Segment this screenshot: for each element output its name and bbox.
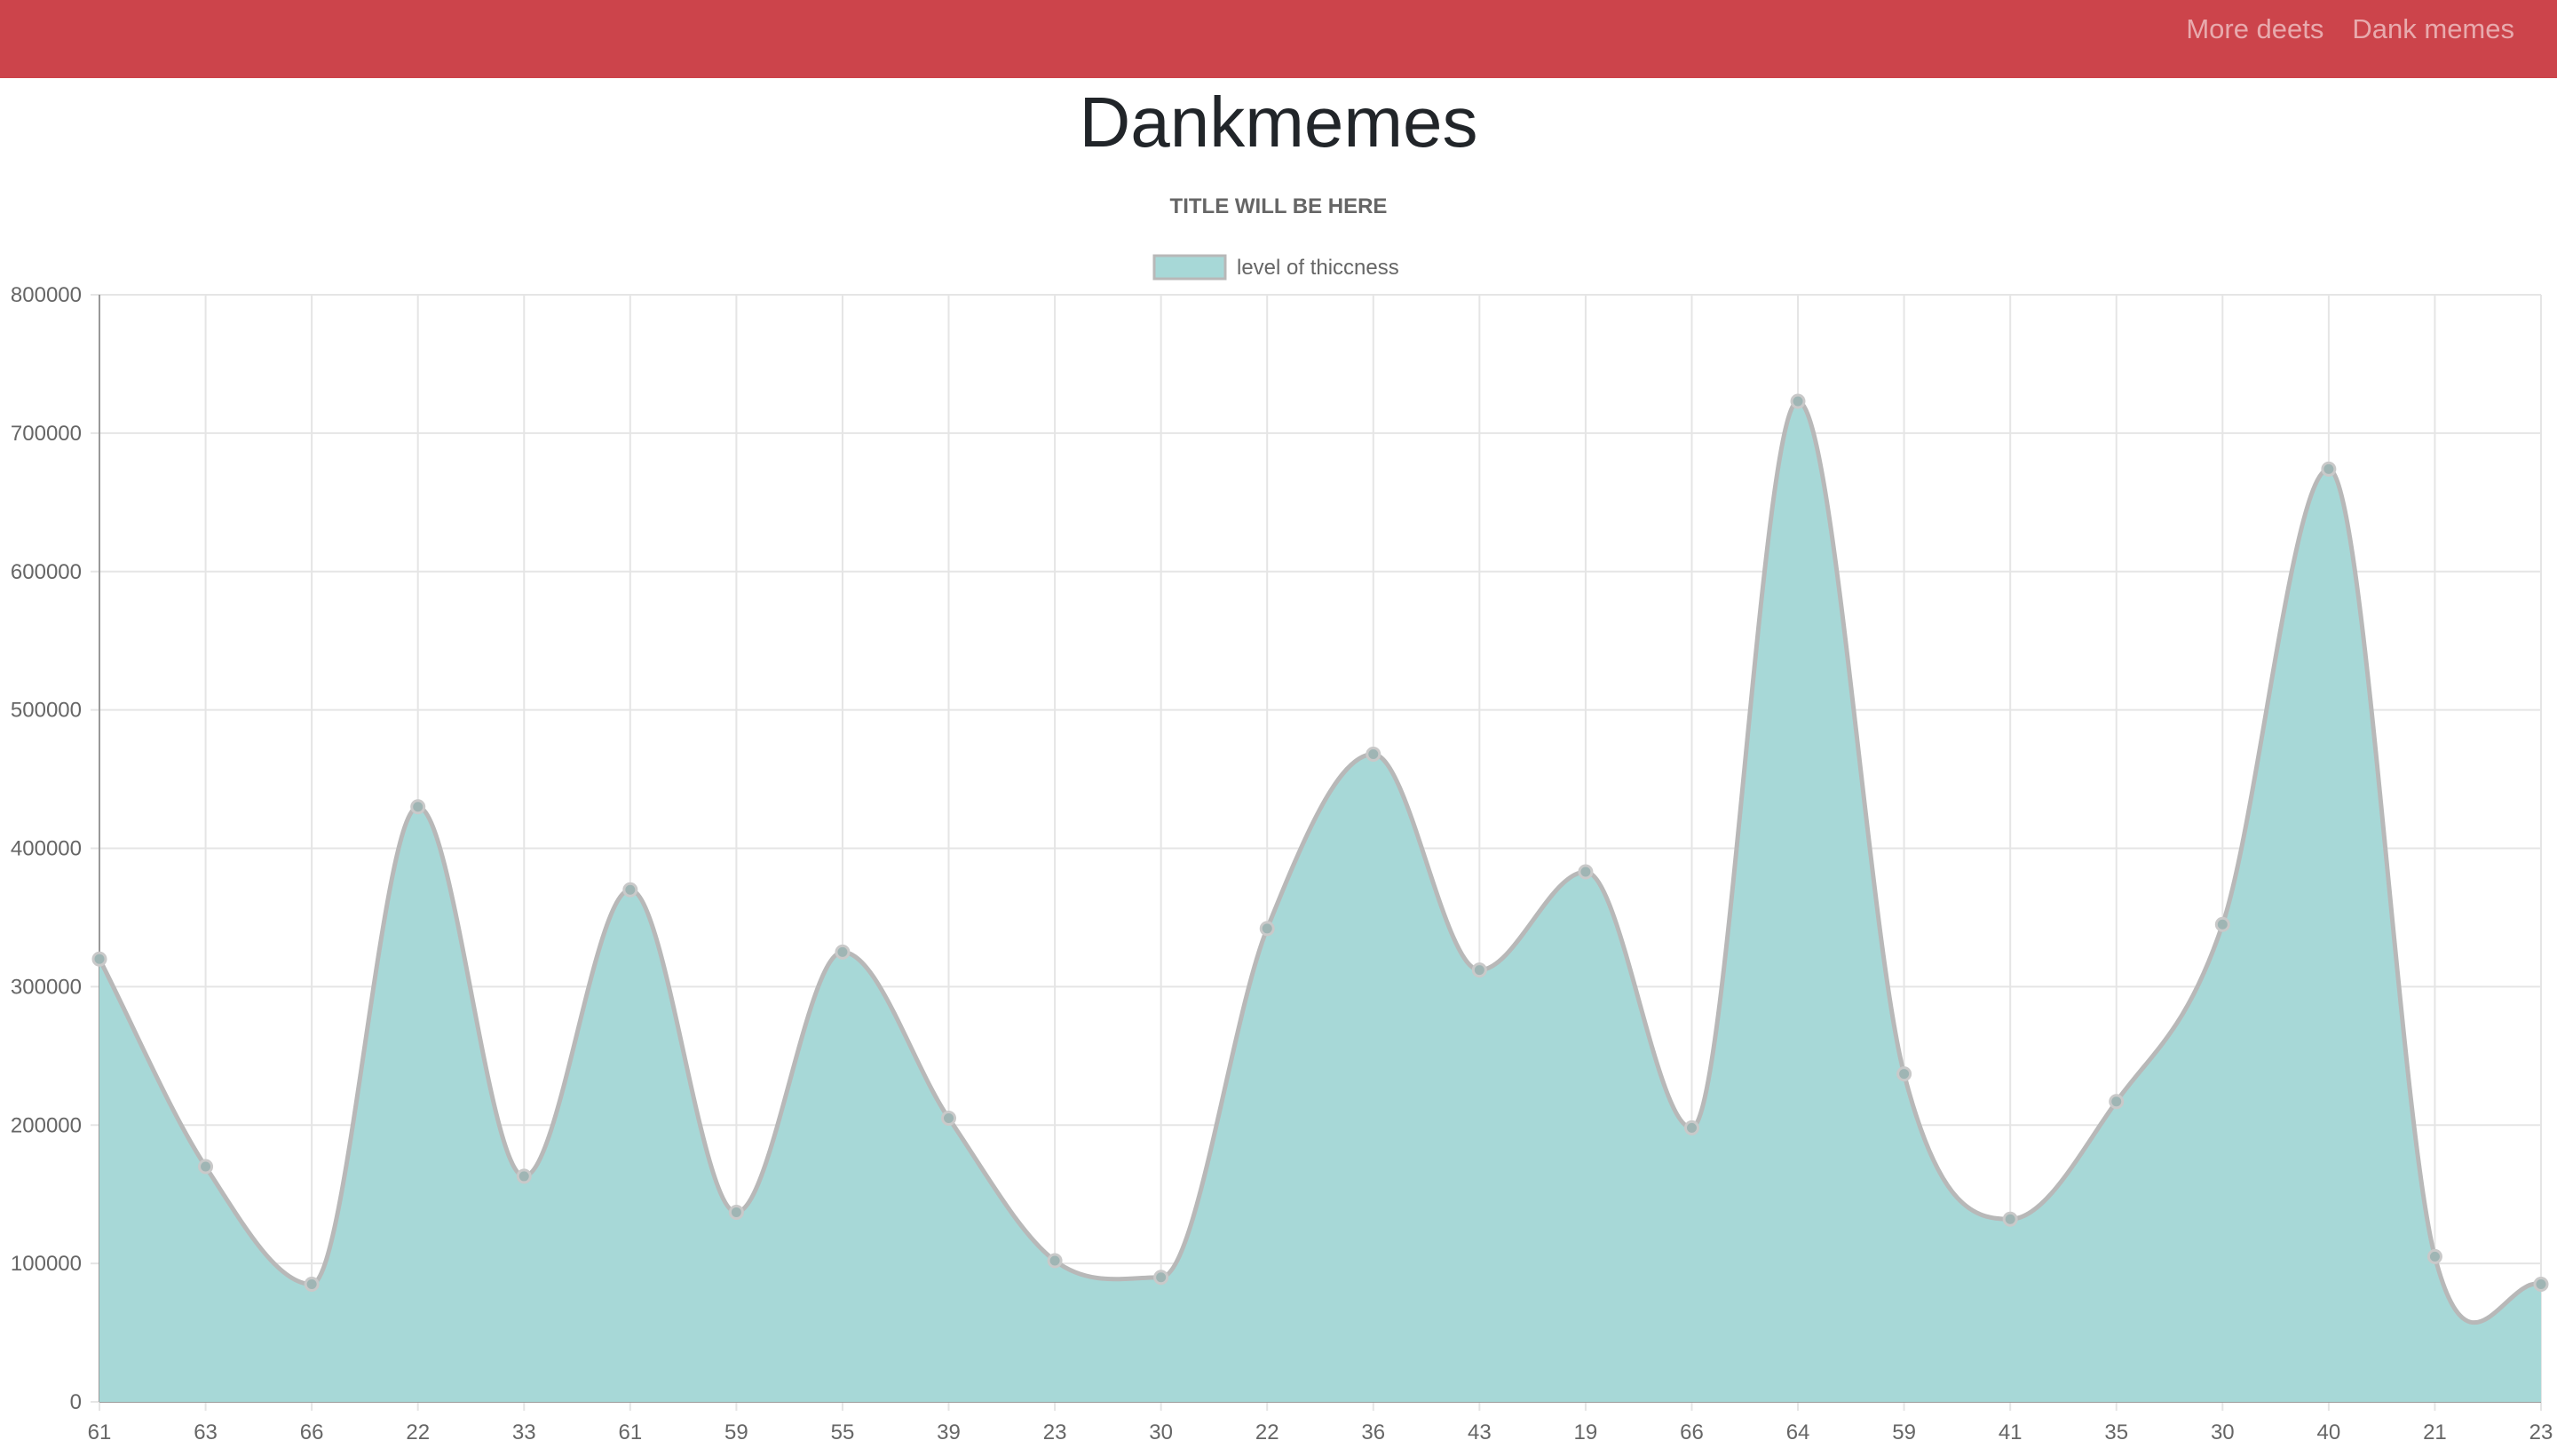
x-tick-label: 59 — [724, 1420, 748, 1444]
x-tick-label: 22 — [1255, 1420, 1279, 1444]
x-tick-label: 61 — [88, 1420, 112, 1444]
y-tick-label: 100000 — [11, 1252, 82, 1276]
x-tick-label: 33 — [512, 1420, 536, 1444]
data-point[interactable] — [1153, 1270, 1169, 1286]
data-point[interactable] — [622, 882, 638, 898]
data-point[interactable] — [2002, 1211, 2018, 1227]
nav-link-dank-memes[interactable]: Dank memes — [2352, 13, 2514, 44]
data-point[interactable] — [2109, 1094, 2125, 1110]
legend-label: level of thiccness — [1237, 256, 1399, 280]
x-tick-label: 23 — [2529, 1420, 2553, 1444]
nav-links: More deets Dank memes — [2186, 0, 2514, 59]
y-axis: 0 100000 200000 300000 400000 500000 600000 700… — [11, 283, 100, 1414]
x-axis: 61 63 66 22 33 61 59 55 39 23 30 22 36 43 19 66 64 59 41 35… — [88, 1401, 2553, 1444]
y-tick-label: 300000 — [11, 975, 82, 999]
x-tick-label: 35 — [2104, 1420, 2128, 1444]
data-point[interactable] — [835, 944, 851, 960]
data-point[interactable] — [1896, 1066, 1912, 1082]
x-tick-label: 19 — [1574, 1420, 1598, 1444]
data-points — [91, 393, 2549, 1293]
x-tick-label: 21 — [2423, 1420, 2447, 1444]
y-tick-label: 700000 — [11, 422, 82, 446]
data-point[interactable] — [1471, 962, 1487, 978]
x-tick-label: 41 — [1999, 1420, 2023, 1444]
x-tick-label: 30 — [1149, 1420, 1173, 1444]
y-tick-label: 400000 — [11, 837, 82, 861]
top-navbar: More deets Dank memes — [0, 0, 2557, 78]
x-tick-label: 39 — [937, 1420, 961, 1444]
data-point[interactable] — [516, 1168, 532, 1184]
data-point[interactable] — [1366, 747, 1381, 763]
x-tick-label: 23 — [1043, 1420, 1067, 1444]
x-tick-label: 59 — [1892, 1420, 1916, 1444]
data-point[interactable] — [198, 1159, 214, 1175]
y-tick-label: 800000 — [11, 283, 82, 307]
data-point[interactable] — [1683, 1120, 1699, 1136]
series-area — [97, 399, 2542, 1402]
data-point[interactable] — [410, 799, 426, 815]
x-tick-label: 40 — [2317, 1420, 2341, 1444]
nav-link-more-deets[interactable]: More deets — [2186, 13, 2324, 44]
data-point[interactable] — [1578, 864, 1594, 880]
data-point[interactable] — [2214, 916, 2230, 932]
data-point[interactable] — [1790, 393, 1806, 409]
y-tick-label: 0 — [70, 1390, 82, 1414]
x-tick-label: 66 — [300, 1420, 324, 1444]
x-tick-label: 55 — [831, 1420, 855, 1444]
data-point[interactable] — [1047, 1253, 1063, 1269]
y-tick-label: 200000 — [11, 1113, 82, 1137]
data-point[interactable] — [2426, 1248, 2442, 1264]
chart-legend[interactable]: level of thiccness — [1152, 254, 1399, 281]
x-tick-label: 43 — [1468, 1420, 1492, 1444]
data-point[interactable] — [91, 951, 107, 967]
series-line — [97, 399, 2542, 1325]
y-tick-label: 600000 — [11, 560, 82, 584]
x-tick-label: 66 — [1680, 1420, 1704, 1444]
x-tick-label: 30 — [2211, 1420, 2235, 1444]
chart-title: TITLE WILL BE HERE — [1170, 194, 1388, 218]
series-area-fill — [99, 401, 2541, 1402]
legend-swatch — [1152, 254, 1227, 281]
page-title: Dankmemes — [1079, 83, 1478, 162]
y-tick-label: 500000 — [11, 699, 82, 723]
data-point[interactable] — [728, 1204, 744, 1220]
data-point[interactable] — [2533, 1277, 2549, 1293]
x-tick-label: 63 — [194, 1420, 218, 1444]
x-tick-label: 61 — [618, 1420, 642, 1444]
data-point[interactable] — [941, 1110, 957, 1126]
area-chart: TITLE WILL BE HERE level of thiccness 0 1… — [11, 194, 2553, 1444]
x-tick-label: 64 — [1786, 1420, 1810, 1444]
data-point[interactable] — [304, 1277, 320, 1293]
data-point[interactable] — [1259, 921, 1275, 937]
x-tick-label: 36 — [1361, 1420, 1385, 1444]
x-tick-label: 22 — [406, 1420, 430, 1444]
data-point[interactable] — [2321, 461, 2337, 477]
